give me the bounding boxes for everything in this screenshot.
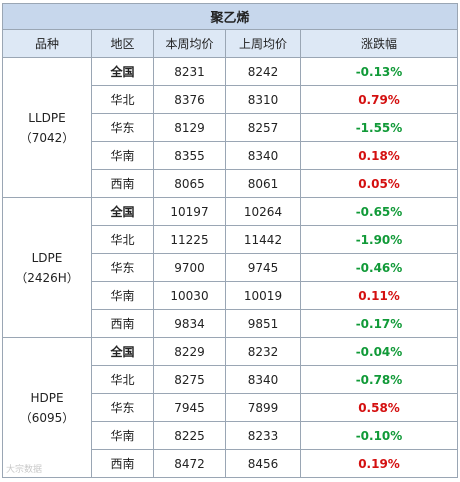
table-row: LLDPE （7042） 全国 8231 8242 -0.13% bbox=[2, 57, 459, 198]
last-week-price: 9745 bbox=[225, 253, 301, 282]
product-cell: LLDPE （7042） bbox=[2, 57, 92, 198]
region-cell: 全国 bbox=[91, 57, 154, 86]
change-value: -1.90% bbox=[299, 225, 459, 254]
header-change: 涨跌幅 bbox=[299, 29, 459, 58]
table-row: 西南 9834 9851 -0.17% bbox=[3, 309, 459, 338]
price-table: 聚乙烯 品种 地区 本周均价 上周均价 涨跌幅 LLDPE （7042） 全国 823… bbox=[1, 3, 459, 478]
last-week-price: 7899 bbox=[225, 393, 301, 422]
this-week-price: 8472 bbox=[153, 449, 226, 478]
header-product: 品种 bbox=[2, 29, 92, 58]
table-row: 华东 9700 9745 -0.46% bbox=[3, 253, 459, 282]
header-this-week: 本周均价 bbox=[153, 29, 226, 58]
table-row: 华南 10030 10019 0.11% bbox=[3, 281, 459, 310]
region-cell: 华南 bbox=[91, 421, 154, 450]
change-value: -0.78% bbox=[299, 365, 459, 394]
header-row: 品种 地区 本周均价 上周均价 涨跌幅 bbox=[2, 29, 459, 58]
region-cell: 华北 bbox=[91, 85, 154, 114]
product-name: HDPE bbox=[30, 390, 64, 405]
last-week-price: 10019 bbox=[225, 281, 301, 310]
this-week-price: 9834 bbox=[153, 309, 226, 338]
table-row: 西南 8472 8456 0.19% bbox=[3, 449, 459, 478]
change-value: 0.19% bbox=[299, 449, 459, 478]
this-week-price: 8275 bbox=[153, 365, 226, 394]
region-cell: 华南 bbox=[91, 141, 154, 170]
region-cell: 西南 bbox=[91, 309, 154, 338]
this-week-price: 7945 bbox=[153, 393, 226, 422]
change-value: -1.55% bbox=[299, 113, 459, 142]
change-value: -0.10% bbox=[299, 421, 459, 450]
table-title: 聚乙烯 bbox=[1, 3, 459, 30]
last-week-price: 8061 bbox=[225, 169, 301, 198]
header-last-week: 上周均价 bbox=[225, 29, 301, 58]
change-value: 0.58% bbox=[299, 393, 459, 422]
change-value: -0.17% bbox=[299, 309, 459, 338]
last-week-price: 11442 bbox=[225, 225, 301, 254]
last-week-price: 8242 bbox=[225, 57, 301, 86]
last-week-price: 8310 bbox=[225, 85, 301, 114]
product-cell: LDPE （2426H） bbox=[2, 197, 92, 338]
this-week-price: 11225 bbox=[153, 225, 226, 254]
region-cell: 华南 bbox=[91, 281, 154, 310]
this-week-price: 8129 bbox=[153, 113, 226, 142]
change-value: -0.65% bbox=[299, 197, 459, 226]
this-week-price: 8376 bbox=[153, 85, 226, 114]
change-value: 0.79% bbox=[299, 85, 459, 114]
this-week-price: 8355 bbox=[153, 141, 226, 170]
last-week-price: 8456 bbox=[225, 449, 301, 478]
last-week-price: 10264 bbox=[225, 197, 301, 226]
region-cell: 西南 bbox=[91, 169, 154, 198]
title-row: 聚乙烯 bbox=[1, 3, 459, 30]
table-row: 华北 8376 8310 0.79% bbox=[3, 85, 459, 114]
last-week-price: 8233 bbox=[225, 421, 301, 450]
region-cell: 华北 bbox=[91, 365, 154, 394]
product-cell: HDPE （6095） bbox=[2, 337, 92, 478]
table-row: 华北 11225 11442 -1.90% bbox=[3, 225, 459, 254]
change-value: -0.04% bbox=[299, 337, 459, 366]
change-value: 0.05% bbox=[299, 169, 459, 198]
product-name: LDPE bbox=[31, 250, 63, 265]
region-cell: 华东 bbox=[91, 393, 154, 422]
table-row: 华东 8129 8257 -1.55% bbox=[3, 113, 459, 142]
region-cell: 华东 bbox=[91, 253, 154, 282]
product-name: LLDPE bbox=[28, 110, 66, 125]
table-body: LLDPE （7042） 全国 8231 8242 -0.13% 华北 8376 8310 0.7… bbox=[2, 57, 459, 478]
last-week-price: 8257 bbox=[225, 113, 301, 142]
this-week-price: 10197 bbox=[153, 197, 226, 226]
table-row: 西南 8065 8061 0.05% bbox=[3, 169, 459, 198]
last-week-price: 9851 bbox=[225, 309, 301, 338]
region-cell: 华东 bbox=[91, 113, 154, 142]
table-row: 华南 8225 8233 -0.10% bbox=[3, 421, 459, 450]
last-week-price: 8232 bbox=[225, 337, 301, 366]
region-cell: 全国 bbox=[91, 197, 154, 226]
header-region: 地区 bbox=[91, 29, 154, 58]
this-week-price: 9700 bbox=[153, 253, 226, 282]
change-value: -0.13% bbox=[299, 57, 459, 86]
last-week-price: 8340 bbox=[225, 365, 301, 394]
change-value: 0.11% bbox=[299, 281, 459, 310]
this-week-price: 10030 bbox=[153, 281, 226, 310]
this-week-price: 8229 bbox=[153, 337, 226, 366]
table-row: HDPE （6095） 全国 8229 8232 -0.04% bbox=[2, 337, 459, 478]
this-week-price: 8065 bbox=[153, 169, 226, 198]
region-cell: 全国 bbox=[91, 337, 154, 366]
last-week-price: 8340 bbox=[225, 141, 301, 170]
product-code: （7042） bbox=[19, 130, 75, 145]
table-row: 华南 8355 8340 0.18% bbox=[3, 141, 459, 170]
product-code: （6095） bbox=[19, 410, 75, 425]
region-cell: 华北 bbox=[91, 225, 154, 254]
product-code: （2426H） bbox=[15, 270, 79, 285]
table-row: LDPE （2426H） 全国 10197 10264 -0.65% bbox=[2, 197, 459, 338]
watermark: 大宗数据 bbox=[6, 465, 43, 475]
this-week-price: 8231 bbox=[153, 57, 226, 86]
change-value: -0.46% bbox=[299, 253, 459, 282]
this-week-price: 8225 bbox=[153, 421, 226, 450]
region-cell: 西南 bbox=[91, 449, 154, 478]
change-value: 0.18% bbox=[299, 141, 459, 170]
